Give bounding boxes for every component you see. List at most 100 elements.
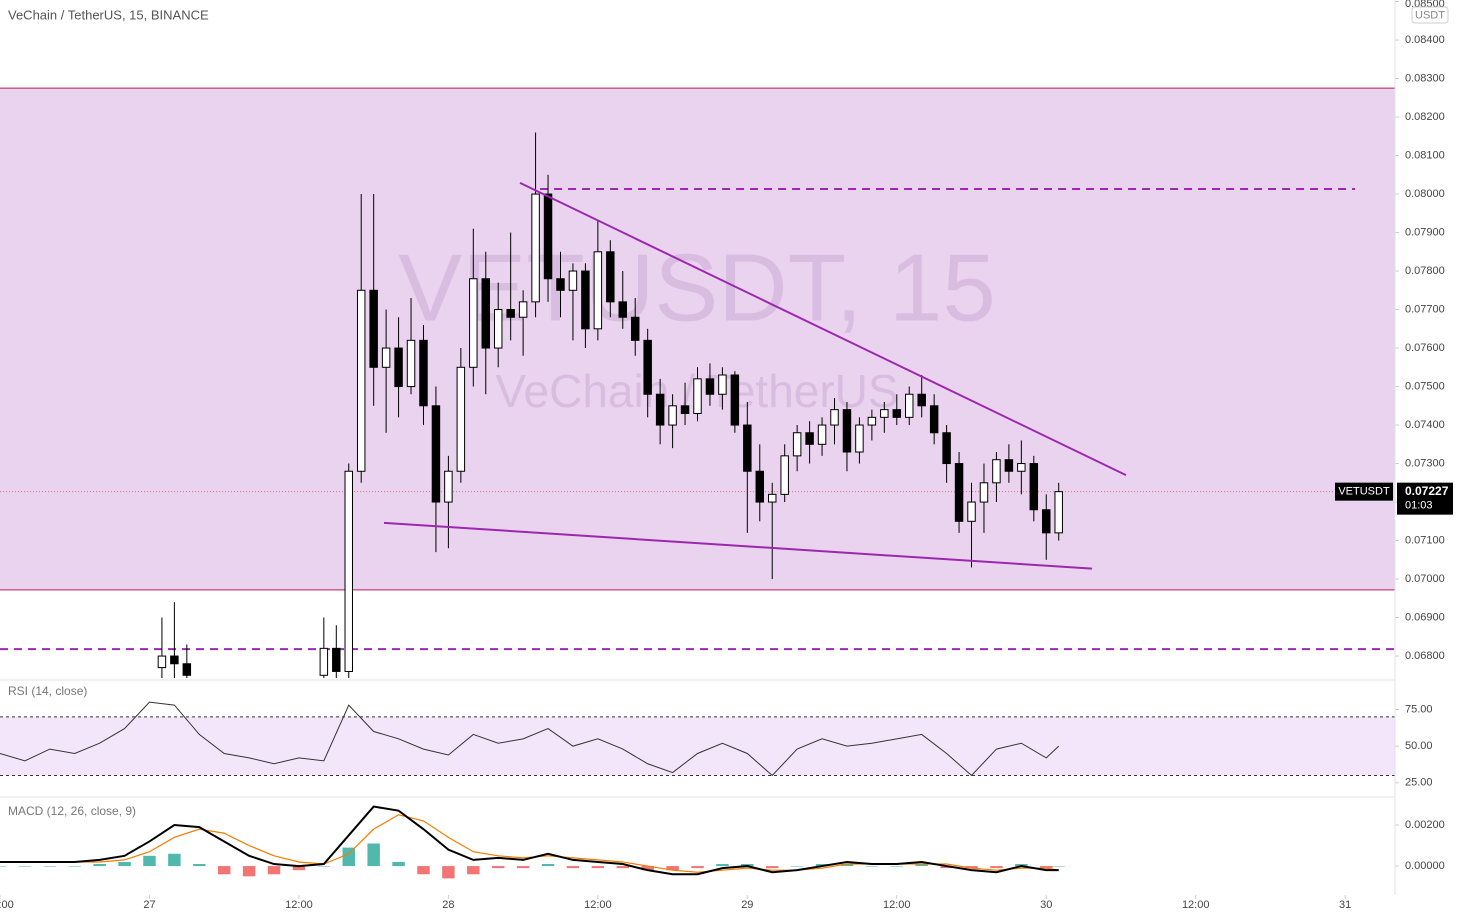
x-tick-label: 12:00 [1182,899,1210,911]
macd-line [0,805,1059,876]
candle-body [655,393,665,426]
candle-body [730,374,740,426]
candle-body [606,251,615,303]
candle-body [867,416,877,426]
histogram-bar [1015,864,1028,867]
rsi-band [0,716,1395,776]
candle-body [780,455,789,495]
macd-pane [0,805,1065,879]
histogram-bar [317,866,331,867]
histogram-bar [815,864,829,867]
y-tick-label: 0.08400 [1405,34,1445,46]
y-tick-label: 0.06800 [1405,650,1445,662]
histogram-bar [267,866,281,875]
histogram-bar [442,866,455,879]
histogram-bar [840,864,854,867]
candle-body [1054,491,1063,534]
x-tick-label: 12:00 [883,899,911,911]
candle-body [954,463,964,522]
y-tick-label: 0.08500 [1405,0,1445,10]
candle-body [1029,463,1039,511]
currency-box [1411,6,1449,24]
candle-body [892,409,902,418]
histogram-bar [965,866,978,869]
candle-body [369,289,378,368]
candle-body [905,393,914,418]
histogram-bar [865,866,879,867]
candle-body [718,374,727,395]
candle-body [755,470,765,503]
trend-line [519,181,1127,477]
y-tick-label: 0.07400 [1405,419,1445,431]
y-tick-label: 0.07700 [1405,303,1445,315]
candle-body [581,270,590,330]
histogram-bar [168,853,181,867]
histogram-bar [0,866,7,867]
histogram-bar [1040,866,1053,869]
candle-body [929,405,939,434]
y-tick-label: 75.00 [1405,703,1433,715]
trend-line [383,521,1093,570]
candle-body [332,647,341,672]
candle-body [792,432,802,457]
candle-body [855,424,864,453]
y-tick-label: 0.08000 [1405,188,1445,200]
histogram-bar [242,866,256,877]
candle-body [743,424,752,472]
x-tick-label: 30 [1040,899,1052,911]
rsi-title: RSI (14, close) [8,684,87,698]
histogram-bar [940,866,953,869]
histogram-bar [367,843,380,867]
histogram-bar [741,864,754,867]
candle-body [842,409,852,453]
candle-body [444,470,453,503]
countdown: 01:03 [1405,500,1433,512]
candle-body [1042,509,1051,534]
histogram-bar [193,864,206,867]
y-tick-label: 50.00 [1405,740,1433,752]
histogram-bar [616,866,629,869]
last-price-tag [1397,482,1453,515]
symbol-label: VETUSDT [1338,486,1390,498]
candle-body [344,470,353,672]
candle-body [942,432,951,465]
candle-body [693,378,702,414]
y-tick-label: 0.07300 [1405,457,1445,469]
candle-body [630,316,640,341]
candle-body [979,482,989,503]
x-tick-label: 29 [741,899,753,911]
candle-body [543,193,553,280]
candle-body [618,301,628,318]
candle-body [381,347,391,368]
candle-body [643,339,652,395]
y-tick-label: 0.07900 [1405,226,1445,238]
rsi-pane [0,701,1395,777]
y-tick-label: 0.08300 [1405,72,1445,84]
histogram-bar [93,864,106,867]
x-tick-label: 12:00 [0,899,14,911]
histogram-bar [541,864,555,867]
histogram-bar [342,847,355,867]
candle-body [157,655,167,669]
candle-body [356,289,366,472]
histogram-bar [566,866,580,869]
y-tick-label: 0.07100 [1405,534,1445,546]
histogram-bar [217,866,231,875]
x-tick-label: 31 [1339,899,1351,911]
candle-body [531,193,540,303]
candle-body [319,647,329,676]
histogram-bar [467,866,480,875]
chart-title: VeChain / TetherUS, 15, BINANCE [8,7,209,22]
y-tick-label: 0.08200 [1405,111,1445,123]
x-tick-label: 12:00 [285,899,313,911]
y-tick-label: 0.00000 [1405,860,1445,872]
candle-body [419,339,428,407]
candle-body [556,278,565,291]
histogram-bar [417,866,430,875]
histogram-bar [1052,866,1065,867]
candle-body [406,339,416,388]
y-tick-label: 0.08100 [1405,149,1445,161]
histogram-bar [766,866,779,869]
y-tick-label: 0.07000 [1405,573,1445,585]
